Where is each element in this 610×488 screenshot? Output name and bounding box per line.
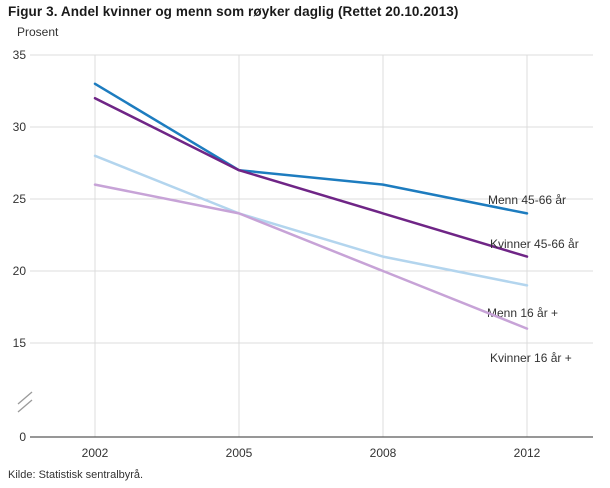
figure-title: Figur 3. Andel kvinner og menn som røyke… bbox=[8, 4, 459, 19]
x-tick-label: 2008 bbox=[370, 446, 397, 460]
series-label-3: Menn 16 år + bbox=[487, 306, 558, 320]
axis-break-icon bbox=[17, 391, 33, 405]
x-tick-label: 2005 bbox=[226, 446, 253, 460]
series-label-1: Menn 45-66 år bbox=[488, 193, 566, 207]
y-tick-label: 0 bbox=[19, 430, 26, 444]
series-line-3 bbox=[93, 154, 529, 287]
series-line-1 bbox=[93, 82, 529, 215]
x-tick-label: 2012 bbox=[514, 446, 541, 460]
series-label-2: Kvinner 45-66 år bbox=[490, 237, 579, 251]
series-line-2 bbox=[93, 96, 529, 258]
series-label-4: Kvinner 16 år + bbox=[490, 351, 572, 365]
y-tick-label: 35 bbox=[13, 48, 27, 62]
x-tick-label: 2002 bbox=[82, 446, 109, 460]
y-axis-unit-label: Prosent bbox=[17, 25, 59, 39]
axis-break-icon bbox=[17, 399, 33, 413]
y-tick-label: 30 bbox=[13, 120, 27, 134]
y-tick-label: 20 bbox=[13, 264, 27, 278]
y-tick-label: 15 bbox=[13, 336, 27, 350]
y-tick-label: 25 bbox=[13, 192, 27, 206]
source-note: Kilde: Statistisk sentralbyrå. bbox=[8, 469, 144, 481]
series-line-4 bbox=[93, 183, 529, 330]
